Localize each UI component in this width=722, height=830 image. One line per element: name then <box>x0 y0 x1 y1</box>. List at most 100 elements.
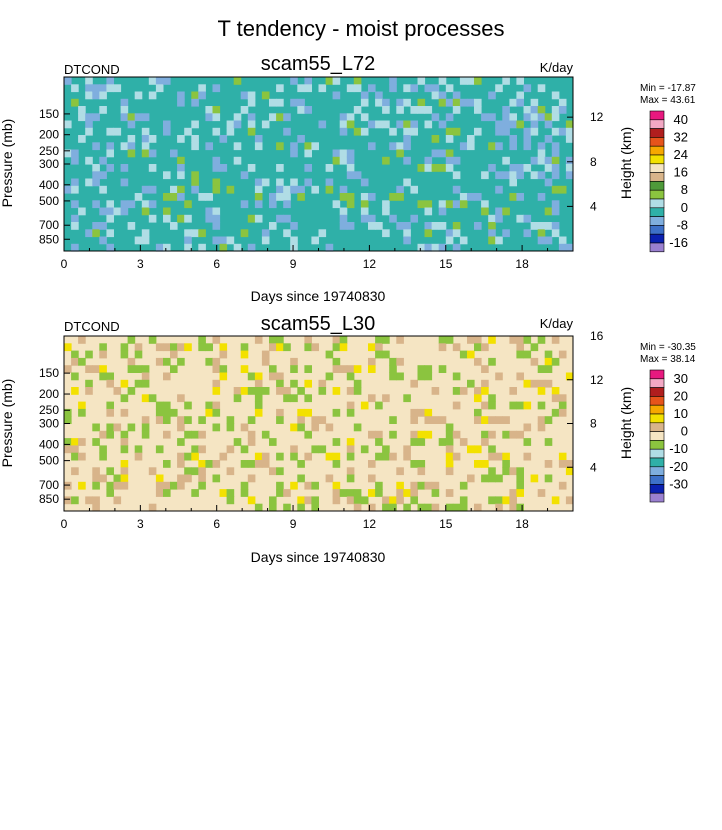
right-tick-label: 8 <box>590 155 597 169</box>
contour-cell <box>537 236 546 245</box>
contour-cell <box>368 430 376 439</box>
contour-cell <box>346 489 355 497</box>
contour-cell <box>353 503 362 512</box>
contour-cell <box>254 503 263 512</box>
contour-cell <box>325 423 334 432</box>
contour-cell <box>198 193 206 201</box>
colorbar-label: -20 <box>669 459 688 474</box>
contour-cell <box>198 460 206 468</box>
contour-cell <box>106 481 114 490</box>
contour-cell <box>205 113 213 122</box>
contour-cell <box>205 214 213 223</box>
plot-area <box>63 76 574 252</box>
contour-cell <box>261 460 270 468</box>
contour-cell <box>481 416 489 424</box>
contour-cell <box>368 84 376 93</box>
contour-cell <box>113 474 122 483</box>
contour-cell <box>360 445 369 454</box>
contour-cell <box>481 379 489 388</box>
contour-cell <box>360 200 369 209</box>
contour-cell <box>141 142 150 151</box>
contour-cell <box>163 127 171 136</box>
y-tick-label: 700 <box>39 478 59 492</box>
contour-cell <box>537 106 546 114</box>
left-string: DTCOND <box>64 319 120 334</box>
contour-cell <box>212 185 221 194</box>
contour-cell <box>148 185 157 194</box>
contour-cell <box>276 193 284 201</box>
contour-cell <box>417 467 426 476</box>
contour-cell <box>198 343 206 352</box>
contour-cell <box>120 474 129 483</box>
contour-cell <box>254 178 263 187</box>
contour-cell <box>565 120 574 129</box>
contour-cell <box>424 481 433 490</box>
contour-cell <box>382 496 390 505</box>
contour-cell <box>155 401 164 410</box>
contour-cell <box>438 77 447 85</box>
contour-cell <box>438 243 447 252</box>
contour-cell <box>290 98 298 107</box>
contour-cell <box>254 372 263 381</box>
contour-cell <box>558 481 567 490</box>
contour-cell <box>212 207 221 216</box>
contour-cell <box>551 142 560 151</box>
contour-cell <box>297 496 305 505</box>
contour-cell <box>177 164 185 172</box>
contour-cell <box>106 229 114 238</box>
contour-cell <box>544 438 553 446</box>
contour-cell <box>495 503 503 512</box>
contour-cell <box>558 408 567 417</box>
contour-cell <box>163 372 171 381</box>
contour-cell <box>184 401 192 410</box>
contour-cell <box>148 77 157 85</box>
contour-cell <box>311 481 319 490</box>
contour-cell <box>177 474 185 483</box>
contour-cell <box>375 91 383 100</box>
contour-cell <box>99 171 107 180</box>
contour-cell <box>177 91 185 100</box>
contour-cell <box>509 489 517 497</box>
contour-cell <box>120 343 129 352</box>
contour-cell <box>261 350 270 359</box>
contour-cell <box>495 236 503 245</box>
contour-cell <box>177 135 185 143</box>
contour-cell <box>163 171 171 180</box>
contour-cell <box>177 452 185 461</box>
contour-cell <box>565 460 574 468</box>
contour-cell <box>219 452 228 461</box>
contour-cell <box>254 336 263 344</box>
contour-cell <box>382 350 390 359</box>
contour-cell <box>297 460 305 468</box>
contour-cell <box>353 77 362 85</box>
contour-cell <box>452 243 461 252</box>
contour-cell <box>127 357 136 366</box>
contour-cell <box>78 357 86 366</box>
contour-cell <box>71 98 79 107</box>
colorbar-label: 16 <box>674 165 688 180</box>
right-tick-label: 8 <box>590 417 597 431</box>
colorbar-swatch <box>649 145 665 156</box>
contour-cell <box>148 467 157 476</box>
contour-cell <box>269 365 277 373</box>
contour-cell <box>127 336 136 344</box>
contour-cell <box>396 222 404 230</box>
y-tick-label: 250 <box>39 144 59 158</box>
contour-cell <box>431 243 440 252</box>
contour-cell <box>509 467 517 476</box>
contour-cell <box>163 416 171 424</box>
contour-cell <box>233 387 242 395</box>
contour-cell <box>311 496 319 505</box>
contour-cell <box>240 489 249 497</box>
contour-cell <box>346 200 355 209</box>
colorbar-swatch <box>649 378 665 388</box>
contour-cell <box>382 120 390 129</box>
contour-cell <box>134 236 143 245</box>
contour-cell <box>148 149 157 158</box>
contour-cell <box>551 408 560 417</box>
contour-cell <box>389 365 397 373</box>
contour-cell <box>353 379 362 388</box>
contour-cell <box>452 343 461 352</box>
contour-cell <box>332 408 341 417</box>
contour-cell <box>360 98 369 107</box>
